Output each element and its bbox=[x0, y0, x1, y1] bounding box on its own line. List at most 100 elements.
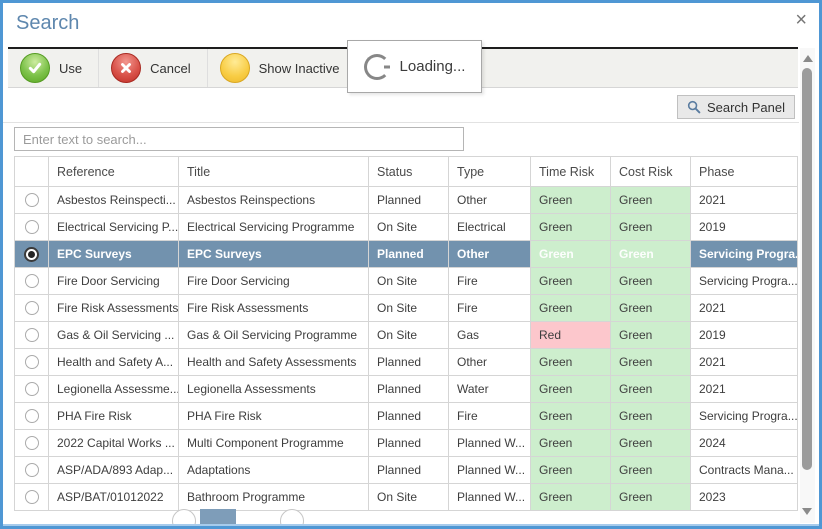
table-row[interactable]: EPC Surveys EPC Surveys Planned Other Green G… bbox=[14, 240, 798, 268]
column-header-reference[interactable]: Reference bbox=[48, 156, 179, 187]
row-select-cell bbox=[14, 294, 49, 322]
magnifier-icon bbox=[687, 100, 701, 114]
cell-phase: 2023 bbox=[690, 483, 798, 511]
row-radio-button[interactable] bbox=[24, 355, 39, 370]
row-select-cell bbox=[14, 348, 49, 376]
row-radio-button[interactable] bbox=[24, 301, 39, 316]
table-row[interactable]: Asbestos Reinspecti... Asbestos Reinspect… bbox=[14, 186, 798, 214]
row-radio-button[interactable] bbox=[24, 490, 39, 505]
cell-time-risk: Red bbox=[530, 321, 611, 349]
table-row[interactable]: ASP/BAT/01012022 Bathroom Programme On Sit… bbox=[14, 483, 798, 511]
table-row[interactable]: Legionella Assessme... Legionella Assessm… bbox=[14, 375, 798, 403]
next-page-button[interactable] bbox=[280, 509, 304, 524]
cancel-button[interactable]: Cancel bbox=[99, 49, 208, 87]
cell-type: Other bbox=[448, 186, 531, 214]
vertical-scrollbar[interactable] bbox=[800, 48, 815, 523]
column-header-title[interactable]: Title bbox=[178, 156, 369, 187]
row-radio-button[interactable] bbox=[24, 328, 39, 343]
cell-phase: 2021 bbox=[690, 375, 798, 403]
search-panel-button[interactable]: Search Panel bbox=[676, 95, 795, 119]
table-row[interactable]: Electrical Servicing P... Electrical Serv… bbox=[14, 213, 798, 241]
cell-reference: Health and Safety A... bbox=[48, 348, 179, 376]
cell-time-risk: Green bbox=[530, 456, 611, 484]
row-radio-button[interactable] bbox=[24, 274, 39, 289]
cell-reference: PHA Fire Risk bbox=[48, 402, 179, 430]
row-radio-button[interactable] bbox=[24, 463, 39, 478]
cell-reference: ASP/BAT/01012022 bbox=[48, 483, 179, 511]
table-header-row: Reference Title Status Type Time Risk Co… bbox=[14, 156, 798, 187]
cell-cost-risk: Green bbox=[610, 348, 691, 376]
cell-time-risk: Green bbox=[530, 240, 611, 268]
cell-title: Multi Component Programme bbox=[178, 429, 369, 457]
cell-phase: 2019 bbox=[690, 321, 798, 349]
column-header-cost-risk[interactable]: Cost Risk bbox=[610, 156, 691, 187]
cell-reference: Electrical Servicing P... bbox=[48, 213, 179, 241]
column-header-phase[interactable]: Phase bbox=[690, 156, 798, 187]
cell-reference: Fire Risk Assessments bbox=[48, 294, 179, 322]
close-icon[interactable]: × bbox=[795, 9, 807, 31]
cell-title: Health and Safety Assessments bbox=[178, 348, 369, 376]
row-select-cell bbox=[14, 456, 49, 484]
current-page-button[interactable] bbox=[200, 509, 236, 524]
cell-type: Fire bbox=[448, 267, 531, 295]
table-row[interactable]: Health and Safety A... Health and Safety … bbox=[14, 348, 798, 376]
cell-phase: 2021 bbox=[690, 186, 798, 214]
cell-reference: Gas & Oil Servicing ... bbox=[48, 321, 179, 349]
cell-status: On Site bbox=[368, 483, 449, 511]
table-row[interactable]: ASP/ADA/893 Adap... Adaptations Planned Pla… bbox=[14, 456, 798, 484]
scroll-down-icon[interactable] bbox=[802, 508, 812, 515]
column-header-time-risk[interactable]: Time Risk bbox=[530, 156, 611, 187]
cell-phase: Contracts Mana... bbox=[690, 456, 798, 484]
cell-status: On Site bbox=[368, 294, 449, 322]
column-header-select[interactable] bbox=[14, 156, 49, 187]
cell-time-risk: Green bbox=[530, 186, 611, 214]
search-panel-button-label: Search Panel bbox=[706, 99, 785, 115]
cell-title: EPC Surveys bbox=[178, 240, 369, 268]
search-input[interactable] bbox=[14, 127, 464, 151]
cell-status: Planned bbox=[368, 429, 449, 457]
column-header-status[interactable]: Status bbox=[368, 156, 449, 187]
table-row[interactable]: Fire Risk Assessments Fire Risk Assessmen… bbox=[14, 294, 798, 322]
row-radio-button[interactable] bbox=[24, 382, 39, 397]
table-row[interactable]: PHA Fire Risk PHA Fire Risk Planned Fire Gre… bbox=[14, 402, 798, 430]
table-row[interactable]: Fire Door Servicing Fire Door Servicing On… bbox=[14, 267, 798, 295]
cell-type: Fire bbox=[448, 402, 531, 430]
cell-cost-risk: Green bbox=[610, 375, 691, 403]
cell-reference: Asbestos Reinspecti... bbox=[48, 186, 179, 214]
cell-status: On Site bbox=[368, 267, 449, 295]
scrollbar-thumb[interactable] bbox=[802, 68, 812, 470]
cell-type: Planned W... bbox=[448, 429, 531, 457]
show-inactive-button[interactable]: Show Inactive bbox=[208, 49, 357, 87]
cell-reference: EPC Surveys bbox=[48, 240, 179, 268]
row-select-cell bbox=[14, 375, 49, 403]
cell-time-risk: Green bbox=[530, 348, 611, 376]
row-radio-button[interactable] bbox=[24, 409, 39, 424]
cancel-button-label: Cancel bbox=[150, 60, 191, 76]
row-radio-button[interactable] bbox=[24, 220, 39, 235]
table-row[interactable]: Gas & Oil Servicing ... Gas & Oil Servici… bbox=[14, 321, 798, 349]
scroll-up-icon[interactable] bbox=[802, 55, 813, 62]
cell-cost-risk: Green bbox=[610, 186, 691, 214]
cell-title: Bathroom Programme bbox=[178, 483, 369, 511]
pagination bbox=[172, 509, 304, 524]
cell-cost-risk: Green bbox=[610, 240, 691, 268]
row-radio-button[interactable] bbox=[24, 246, 39, 262]
cell-type: Water bbox=[448, 375, 531, 403]
cell-status: Planned bbox=[368, 375, 449, 403]
cell-type: Planned W... bbox=[448, 483, 531, 511]
cell-time-risk: Green bbox=[530, 267, 611, 295]
spinner-icon bbox=[363, 53, 390, 80]
row-radio-button[interactable] bbox=[24, 193, 39, 208]
cell-phase: Servicing Progra... bbox=[690, 267, 798, 295]
column-header-type[interactable]: Type bbox=[448, 156, 531, 187]
cell-reference: Legionella Assessme... bbox=[48, 375, 179, 403]
prev-page-button[interactable] bbox=[172, 509, 196, 524]
cell-type: Electrical bbox=[448, 213, 531, 241]
loading-label: Loading... bbox=[399, 58, 466, 75]
row-radio-button[interactable] bbox=[24, 436, 39, 451]
use-button[interactable]: Use bbox=[8, 49, 100, 87]
titlebar: Search × bbox=[3, 3, 819, 47]
cell-title: PHA Fire Risk bbox=[178, 402, 369, 430]
table-row[interactable]: 2022 Capital Works ... Multi Component Pr… bbox=[14, 429, 798, 457]
